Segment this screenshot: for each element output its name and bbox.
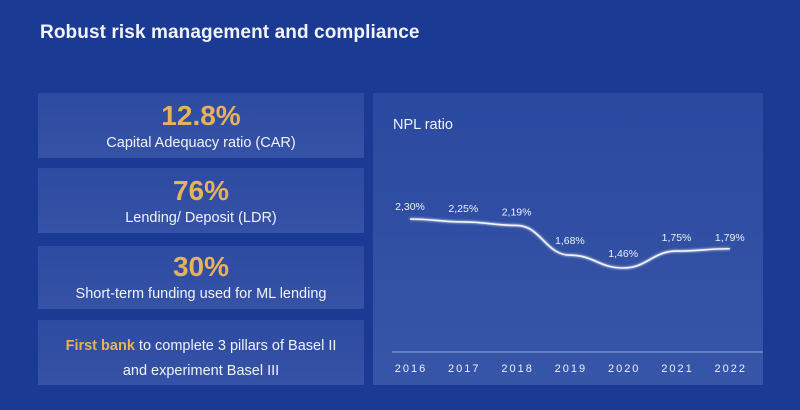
data-label-2020: 1,46%: [608, 248, 638, 260]
x-tick-label-2021: 2021: [661, 363, 693, 375]
data-label-2021: 1,75%: [662, 232, 692, 244]
npl-series-line: [409, 218, 730, 269]
x-tick-label-2018: 2018: [501, 363, 533, 375]
data-label-2017: 2,25%: [448, 203, 478, 215]
chart-title: NPL ratio: [393, 117, 453, 133]
x-tick-label-2019: 2019: [555, 363, 587, 375]
npl-line-chart: 2,30% 2,25% 2,19% 1,68% 1,46% 1,75% 1,79% 2016…: [392, 201, 763, 375]
x-tick-label-2017: 2017: [448, 363, 480, 375]
data-label-2022: 1,79%: [715, 232, 745, 244]
data-label-2018: 2,19%: [502, 206, 532, 218]
kpi-card-short-term-funding: 30% Short-term funding used for ML lendi…: [38, 246, 364, 309]
kpi-value: 30%: [172, 251, 230, 282]
kpi-card-car: 12.8% Capital Adequacy ratio (CAR): [38, 93, 364, 158]
x-tick-label-2022: 2022: [715, 363, 747, 375]
kpi-label: Short-term funding used for ML lending: [75, 286, 327, 302]
page-title: Robust risk management and compliance: [40, 22, 420, 43]
kpi-value: 76%: [172, 175, 230, 206]
kpi-label: Capital Adequacy ratio (CAR): [106, 135, 296, 151]
basel-text-line2: and experiment Basel III: [122, 363, 280, 379]
basel-text: to complete 3 pillars of Basel II: [134, 338, 337, 354]
x-tick-label-2016: 2016: [395, 363, 427, 375]
data-label-2019: 1,68%: [555, 235, 585, 247]
basel-card: First bank to complete 3 pillars of Base…: [38, 320, 364, 385]
kpi-value: 12.8%: [161, 100, 241, 131]
data-label-2016: 2,30%: [395, 201, 425, 213]
npl-chart-panel: NPL ratio 2,30% 2,25% 2,19% 1,68% 1,46% 1,75%…: [373, 93, 763, 385]
x-tick-label-2020: 2020: [608, 363, 640, 375]
basel-text-line1: First bank to complete 3 pillars of Base…: [38, 337, 364, 355]
kpi-label: Lending/ Deposit (LDR): [125, 210, 277, 226]
highlight-text: First bank: [65, 338, 135, 354]
kpi-card-ldr: 76% Lending/ Deposit (LDR): [38, 168, 364, 233]
